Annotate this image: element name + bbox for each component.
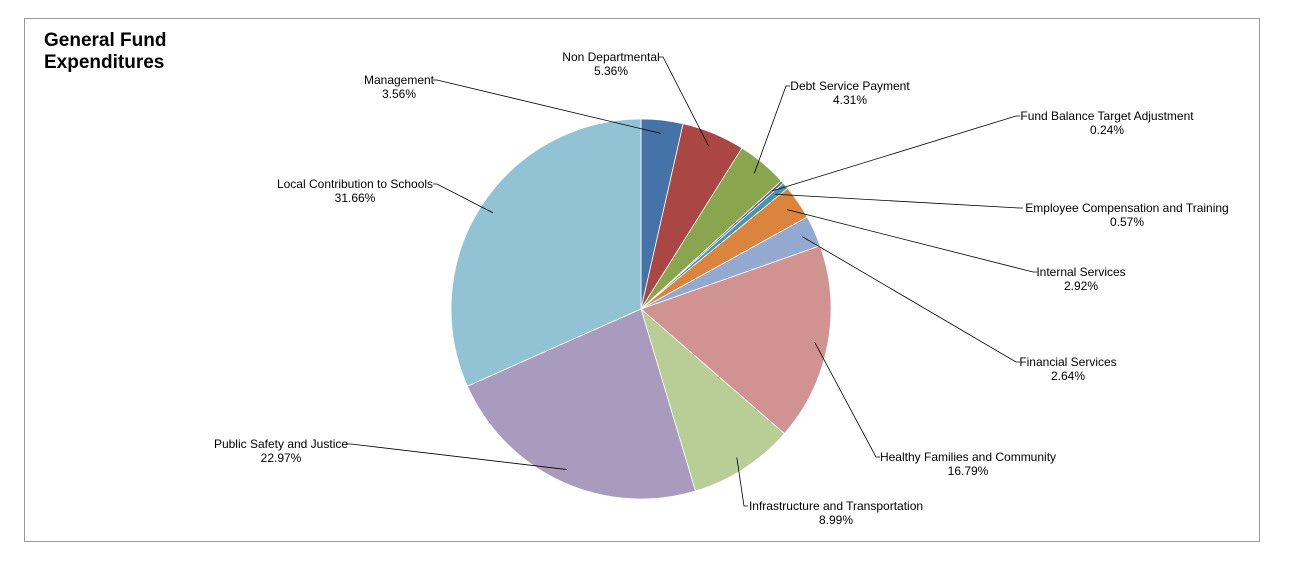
leader-line bbox=[659, 56, 709, 146]
pie-slice-infrastructure-and-transportation bbox=[640, 307, 785, 492]
chart-title: General Fund Expenditures bbox=[44, 30, 166, 74]
chart-title-line-1: General Fund bbox=[44, 30, 167, 51]
slice-label-percent: 16.79% bbox=[948, 464, 989, 478]
slice-label-percent: 2.64% bbox=[1051, 369, 1085, 383]
slice-label-name: Public Safety and Justice bbox=[214, 437, 348, 451]
leader-line bbox=[772, 115, 1020, 192]
pie-slice-local-contribution-to-schools bbox=[450, 118, 642, 387]
slice-label-name: Internal Services bbox=[1036, 265, 1125, 279]
slice-label-name: Infrastructure and Transportation bbox=[749, 499, 923, 513]
slice-label-name: Healthy Families and Community bbox=[880, 450, 1056, 464]
slice-label-percent: 2.92% bbox=[1064, 279, 1098, 293]
leader-line bbox=[753, 85, 790, 174]
slice-label-name: Local Contribution to Schools bbox=[277, 177, 433, 191]
slice-label-name: Non Departmental bbox=[562, 50, 659, 64]
leader-line bbox=[814, 341, 880, 458]
slice-label-percent: 31.66% bbox=[335, 191, 376, 205]
slice-label-name: Fund Balance Target Adjustment bbox=[1020, 109, 1194, 123]
pie-slice-healthy-families-and-community bbox=[640, 245, 832, 435]
leader-line bbox=[801, 236, 1020, 363]
slice-label-name: Management bbox=[364, 73, 435, 87]
chart-title-line-2: Expenditures bbox=[44, 52, 165, 73]
leader-line bbox=[736, 457, 748, 507]
slice-label-percent: 4.31% bbox=[833, 93, 867, 107]
slice-label-name: Financial Services bbox=[1019, 355, 1116, 369]
slice-label-name: Debt Service Payment bbox=[790, 79, 910, 93]
slice-label-percent: 3.56% bbox=[382, 87, 416, 101]
slice-label-percent: 8.99% bbox=[819, 513, 853, 527]
pie-slice-public-safety-and-justice bbox=[466, 308, 696, 500]
slice-label-percent: 22.97% bbox=[261, 451, 302, 465]
leader-line bbox=[787, 209, 1037, 273]
leader-line bbox=[433, 183, 494, 214]
slice-label-percent: 5.36% bbox=[594, 64, 628, 78]
leader-line bbox=[775, 193, 1023, 209]
slice-label-percent: 0.24% bbox=[1090, 123, 1124, 137]
slice-label-name: Employee Compensation and Training bbox=[1025, 201, 1228, 215]
slice-label-percent: 0.57% bbox=[1110, 215, 1144, 229]
leader-line bbox=[347, 443, 568, 470]
leader-line bbox=[433, 79, 661, 134]
